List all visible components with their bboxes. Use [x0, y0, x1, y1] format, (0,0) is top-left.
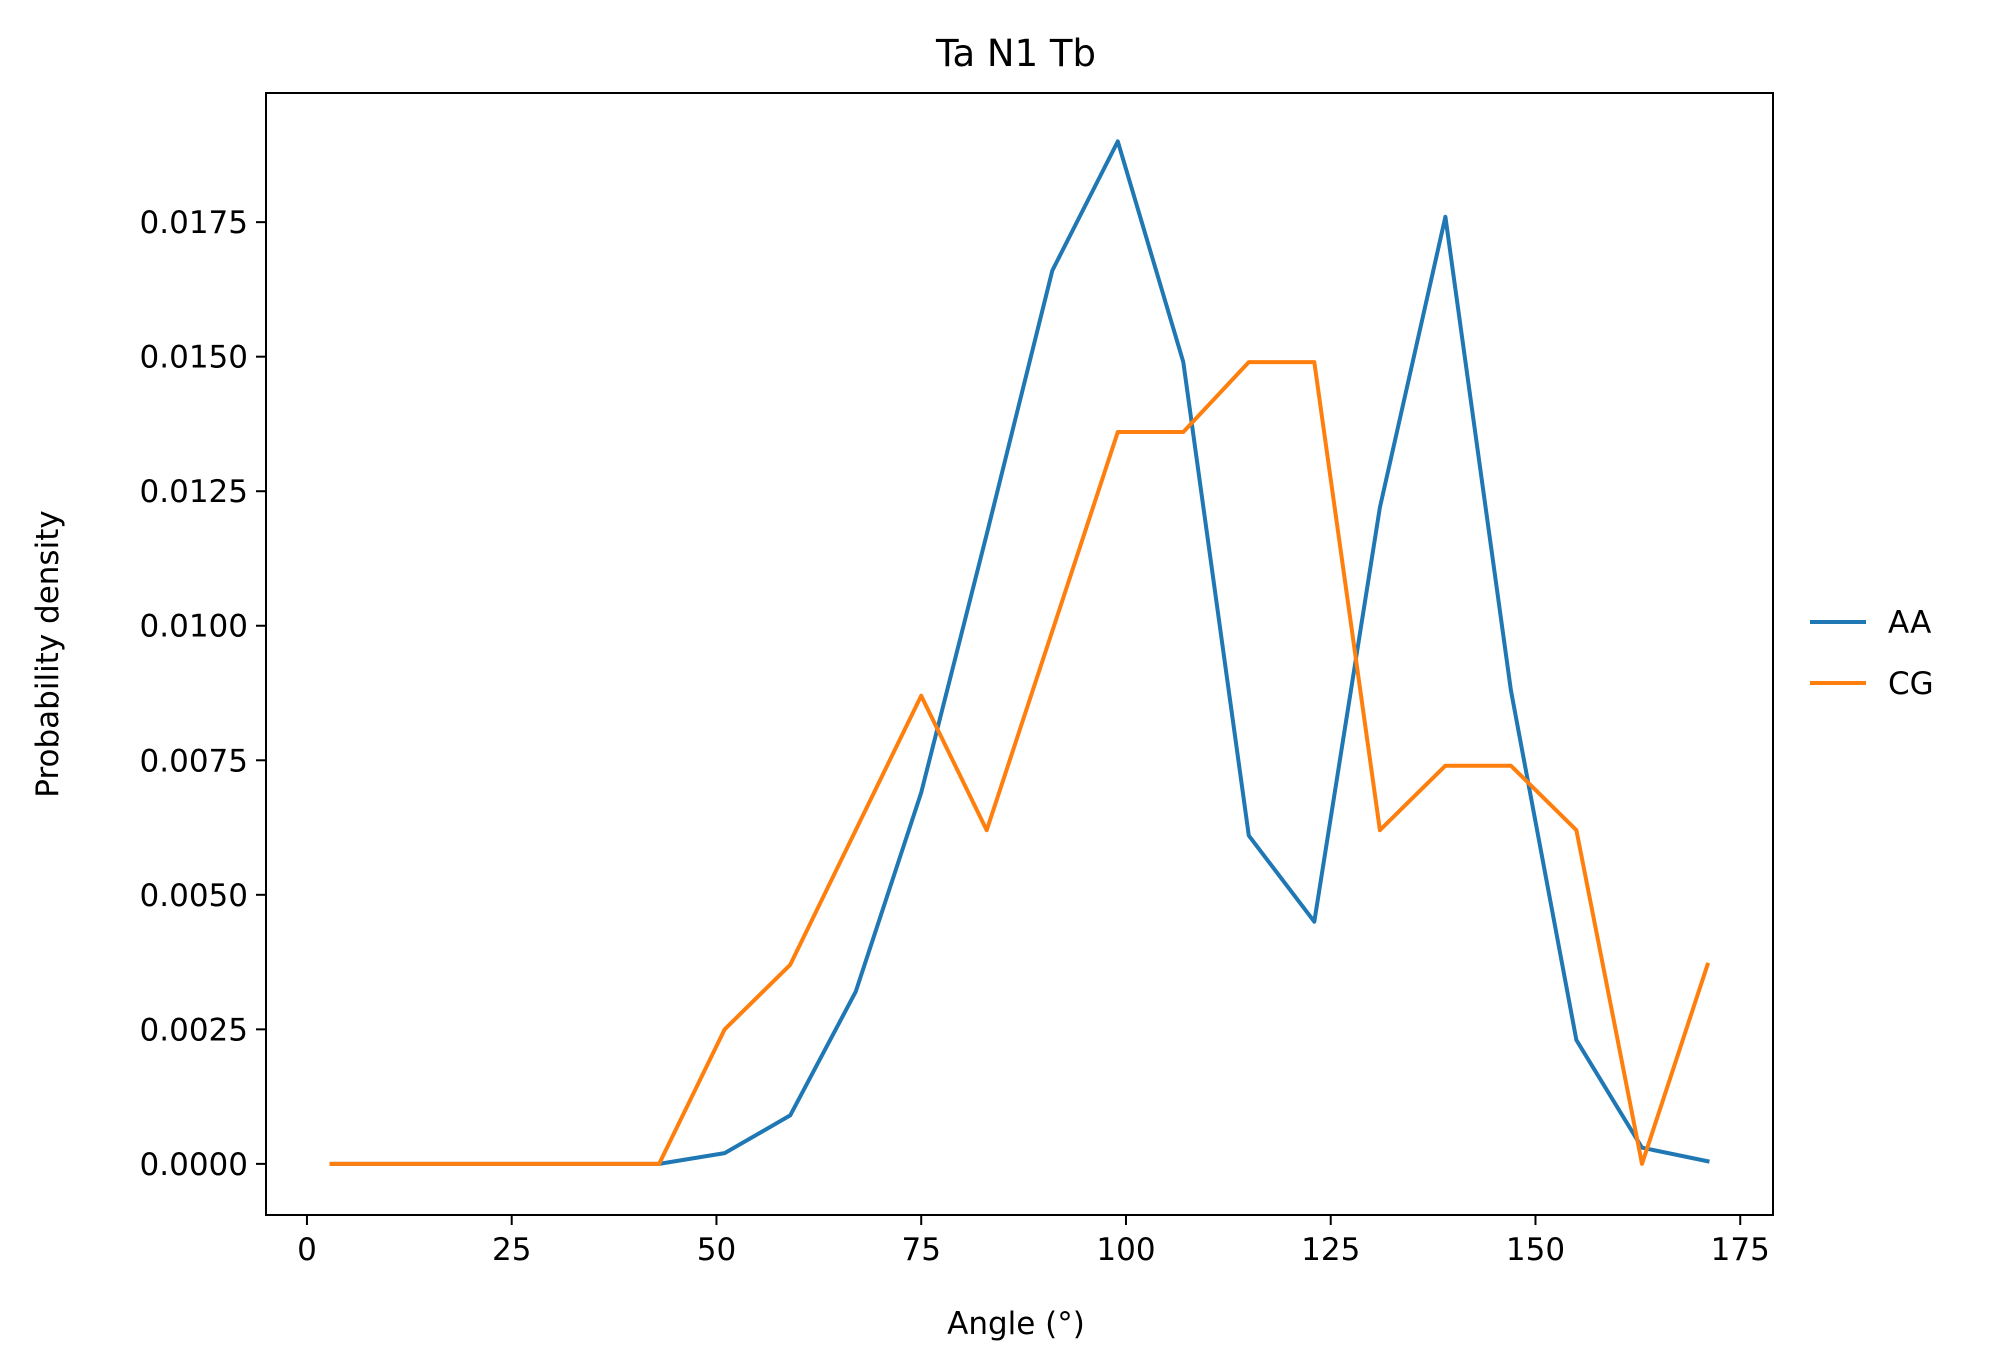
x-tick-label: 100	[1096, 1232, 1155, 1268]
series-line-cg	[329, 360, 1711, 1166]
y-axis-label: Probability density	[30, 510, 66, 797]
y-tick-label: 0.0000	[140, 1147, 248, 1183]
series-lines	[329, 139, 1711, 1166]
y-tick-label: 0.0100	[140, 609, 248, 645]
x-tick-label: 150	[1506, 1232, 1565, 1268]
y-tick-label: 0.0125	[140, 474, 248, 510]
x-tick-label: 125	[1301, 1232, 1360, 1268]
x-tick-label: 175	[1711, 1232, 1770, 1268]
y-tick-label: 0.0175	[140, 205, 248, 241]
x-axis-label: Angle (°)	[947, 1306, 1085, 1342]
x-tick-label: 0	[297, 1232, 317, 1268]
x-tick-label: 75	[901, 1232, 940, 1268]
x-tick-label: 25	[492, 1232, 531, 1268]
y-tick-label: 0.0050	[140, 878, 248, 914]
x-axis: 0 25 50 75 100 125 150 175	[297, 1215, 1770, 1268]
y-tick-label: 0.0150	[140, 340, 248, 376]
y-tick-label: 0.0075	[140, 743, 248, 779]
chart-title: Ta N1 Tb	[935, 32, 1096, 75]
series-line-aa	[329, 139, 1710, 1166]
y-axis: 0.0000 0.0025 0.0050 0.0075 0.0100 0.0125 0.01…	[140, 205, 266, 1183]
legend-label-aa: AA	[1888, 605, 1931, 641]
legend: AA CG	[1810, 605, 1934, 702]
y-tick-label: 0.0025	[140, 1012, 248, 1048]
legend-label-cg: CG	[1888, 666, 1934, 702]
x-tick-label: 50	[697, 1232, 736, 1268]
plot-area	[265, 92, 1774, 1216]
